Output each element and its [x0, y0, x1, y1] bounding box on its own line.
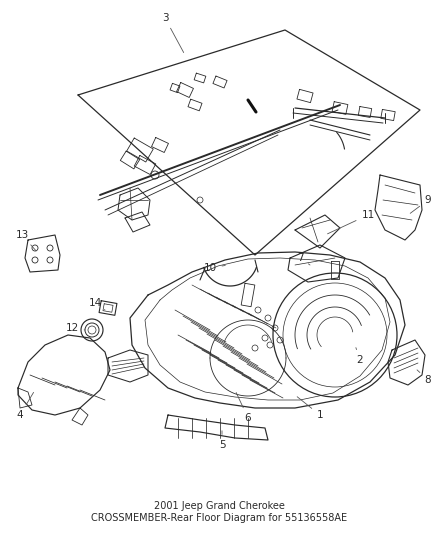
Text: 1: 1	[297, 397, 323, 420]
Text: 3: 3	[162, 13, 184, 53]
Text: 2001 Jeep Grand Cherokee
CROSSMEMBER-Rear Floor Diagram for 55136558AE: 2001 Jeep Grand Cherokee CROSSMEMBER-Rea…	[91, 502, 347, 523]
Text: 6: 6	[236, 392, 251, 423]
Text: 13: 13	[15, 230, 36, 251]
Text: 8: 8	[417, 370, 431, 385]
Text: 4: 4	[17, 392, 34, 420]
Text: 2: 2	[356, 348, 363, 365]
Text: 7: 7	[297, 253, 310, 265]
Text: 14: 14	[88, 298, 105, 310]
Text: 5: 5	[219, 431, 225, 450]
Text: 10: 10	[203, 263, 225, 273]
Text: 9: 9	[410, 195, 431, 213]
Text: 12: 12	[65, 323, 85, 333]
Text: 11: 11	[328, 210, 374, 234]
